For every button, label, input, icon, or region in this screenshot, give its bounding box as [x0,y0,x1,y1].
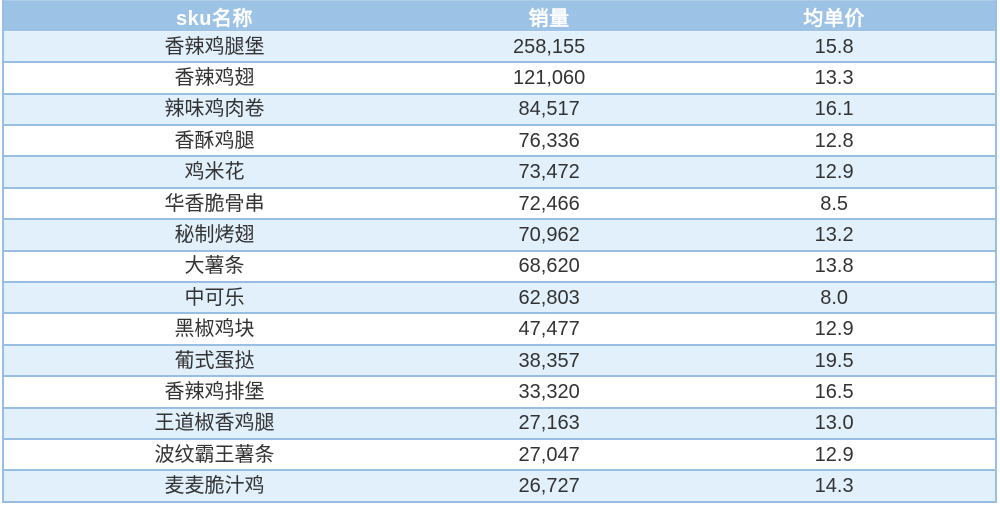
table-row: 中可乐 62,803 8.0 [3,282,996,315]
sku-name-cell: 葡式蛋挞 [3,344,426,378]
sales-volume-cell: 76,336 [425,125,674,158]
avg-unit-price-cell: 12.9 [673,439,996,472]
avg-unit-price-cell: 12.9 [673,313,996,346]
sales-volume-cell: 121,060 [425,62,674,95]
table-row: 香辣鸡腿堡 258,155 15.8 [3,31,996,64]
col-header-sku-name: sku名称 [3,0,426,32]
sku-name-cell: 鸡米花 [3,156,426,189]
col-header-sales-volume: 销量 [425,0,674,32]
sales-volume-cell: 27,163 [425,407,674,441]
table-row: 鸡米花 73,472 12.9 [3,156,996,189]
table-row: 辣味鸡肉卷 84,517 16.1 [3,93,996,127]
sku-name-cell: 辣味鸡肉卷 [3,93,426,127]
table-body: 香辣鸡腿堡 258,155 15.8 香辣鸡翅 121,060 13.3 辣味鸡… [3,31,996,502]
col-header-avg-unit-price: 均单价 [673,0,996,32]
sales-volume-cell: 62,803 [425,282,674,315]
sales-volume-cell: 73,472 [425,156,674,189]
avg-unit-price-cell: 13.2 [673,219,996,252]
table-row: 波纹霸王薯条 27,047 12.9 [3,439,996,472]
sales-volume-cell: 47,477 [425,313,674,346]
sku-name-cell: 王道椒香鸡腿 [3,407,426,441]
avg-unit-price-cell: 16.5 [673,376,996,409]
table-row: 王道椒香鸡腿 27,163 13.0 [3,407,996,441]
avg-unit-price-cell: 13.0 [673,407,996,441]
table-row: 香酥鸡腿 76,336 12.8 [3,125,996,158]
sku-name-cell: 香辣鸡腿堡 [3,31,426,64]
table-row: 黑椒鸡块 47,477 12.9 [3,313,996,346]
sales-volume-cell: 26,727 [425,470,674,502]
table-row: 香辣鸡翅 121,060 13.3 [3,62,996,95]
avg-unit-price-cell: 14.3 [673,470,996,502]
sales-volume-cell: 72,466 [425,187,674,221]
avg-unit-price-cell: 8.0 [673,282,996,315]
header-row: sku名称 销量 均单价 [3,0,996,32]
table-row: 葡式蛋挞 38,357 19.5 [3,344,996,378]
avg-unit-price-cell: 15.8 [673,31,996,64]
sku-name-cell: 香辣鸡排堡 [3,376,426,409]
sku-name-cell: 大薯条 [3,250,426,284]
avg-unit-price-cell: 13.8 [673,250,996,284]
sales-volume-cell: 84,517 [425,93,674,127]
table-row: 华香脆骨串 72,466 8.5 [3,187,996,221]
sales-volume-cell: 27,047 [425,439,674,472]
sku-name-cell: 麦麦脆汁鸡 [3,470,426,502]
sales-volume-cell: 70,962 [425,219,674,252]
avg-unit-price-cell: 12.8 [673,125,996,158]
sales-volume-cell: 258,155 [425,31,674,64]
sku-name-cell: 华香脆骨串 [3,187,426,221]
avg-unit-price-cell: 16.1 [673,93,996,127]
table-row: 香辣鸡排堡 33,320 16.5 [3,376,996,409]
sku-name-cell: 香酥鸡腿 [3,125,426,158]
table-row: 大薯条 68,620 13.8 [3,250,996,284]
avg-unit-price-cell: 8.5 [673,187,996,221]
sku-name-cell: 波纹霸王薯条 [3,439,426,472]
sales-volume-cell: 38,357 [425,344,674,378]
table-row: 麦麦脆汁鸡 26,727 14.3 [3,470,996,502]
sku-name-cell: 黑椒鸡块 [3,313,426,346]
sku-name-cell: 香辣鸡翅 [3,62,426,95]
avg-unit-price-cell: 19.5 [673,344,996,378]
sku-name-cell: 秘制烤翅 [3,219,426,252]
table-row: 秘制烤翅 70,962 13.2 [3,219,996,252]
avg-unit-price-cell: 13.3 [673,62,996,95]
sku-name-cell: 中可乐 [3,282,426,315]
sales-volume-cell: 68,620 [425,250,674,284]
avg-unit-price-cell: 12.9 [673,156,996,189]
sales-volume-cell: 33,320 [425,376,674,409]
